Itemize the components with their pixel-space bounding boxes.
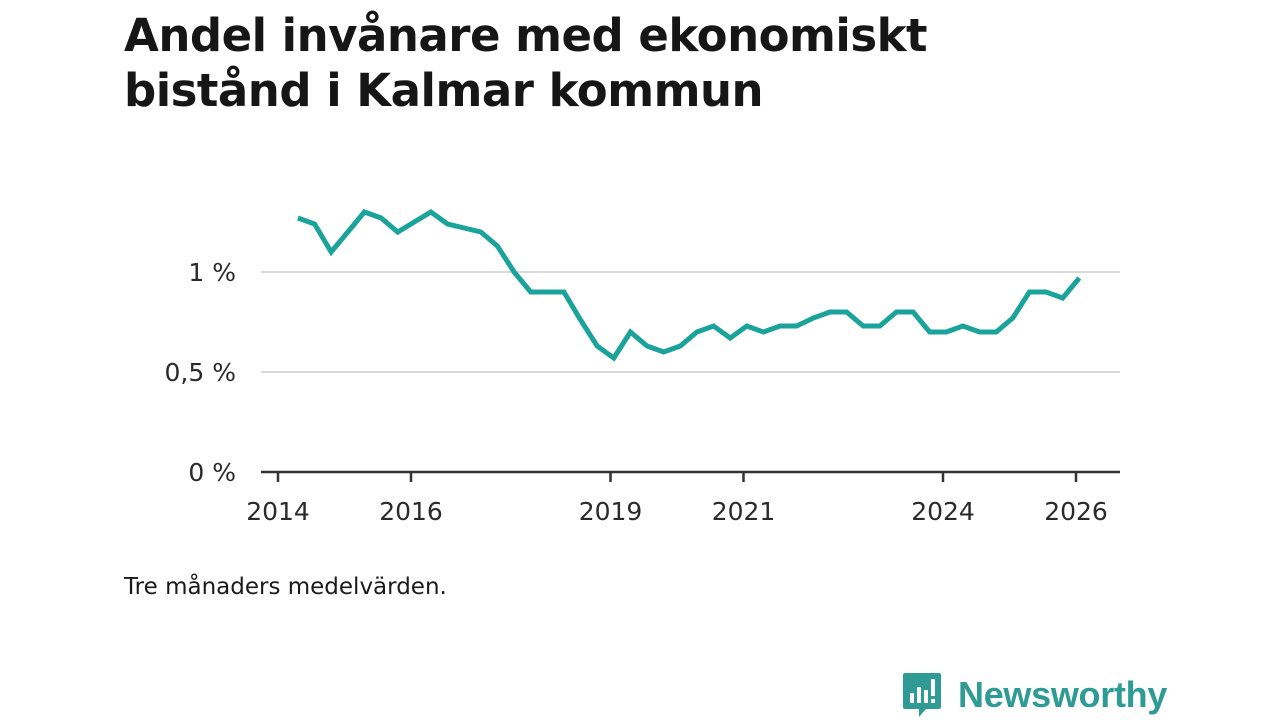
grid-lines — [261, 271, 1120, 373]
newsworthy-logo-icon — [903, 673, 941, 717]
y-tick-label: 0,5 % — [165, 358, 236, 387]
series-lines — [297, 209, 1082, 362]
y-tick-label: 1 % — [188, 258, 236, 287]
x-tick-label: 2016 — [379, 497, 443, 526]
x-tick-label: 2014 — [246, 497, 310, 526]
x-axis-ticks: 2014 2016 2019 2021 2024 2026 — [246, 472, 1108, 526]
chart-footnote: Tre månaders medelvärden. — [124, 574, 447, 600]
series-line — [297, 209, 1082, 362]
y-axis-ticks: 0 % 0,5 % 1 % — [165, 258, 236, 487]
line-chart: 0 % 0,5 % 1 % 2014 2016 2019 2021 2024 2026 — [165, 209, 1120, 526]
brand-logo-link[interactable]: Newsworthy — [902, 670, 1167, 720]
x-tick-label: 2021 — [712, 497, 776, 526]
chart-title: Andel invånare med ekonomiskt bistånd i … — [124, 8, 1124, 118]
y-tick-label: 0 % — [188, 458, 236, 487]
x-tick-label: 2024 — [911, 497, 975, 526]
chart-title-line-2: bistånd i Kalmar kommun — [124, 64, 764, 117]
x-tick-label: 2026 — [1044, 497, 1108, 526]
brand-name: Newsworthy — [958, 674, 1168, 715]
x-tick-label: 2019 — [579, 497, 643, 526]
chart-title-line-1: Andel invånare med ekonomiskt — [124, 9, 928, 62]
